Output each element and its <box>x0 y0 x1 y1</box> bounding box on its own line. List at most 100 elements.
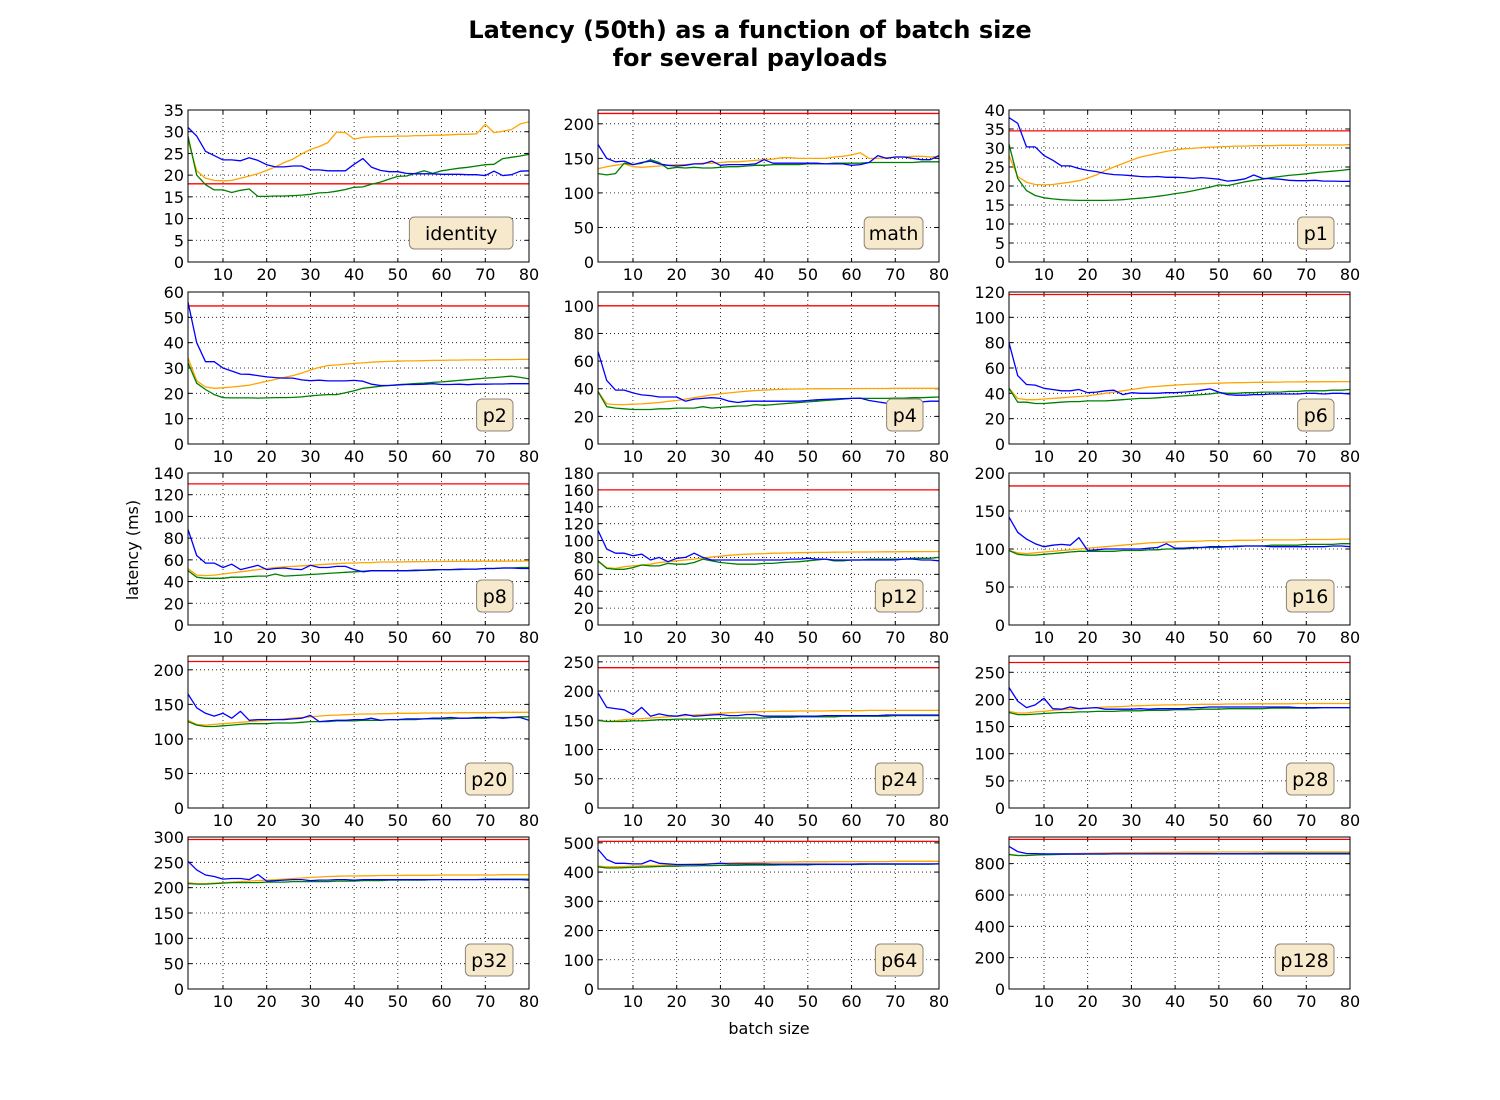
series-group-p32 <box>188 838 529 885</box>
series-line-green-p12 <box>598 556 939 570</box>
series-line-blue-p8 <box>188 529 529 573</box>
x-tick-label: 70 <box>885 447 905 466</box>
y-tick-label: 200 <box>563 922 594 941</box>
y-tick-label: 250 <box>974 663 1005 682</box>
x-tick-label: 40 <box>1165 447 1185 466</box>
x-tick-label: 20 <box>1078 447 1098 466</box>
y-tick-label: 100 <box>974 308 1005 327</box>
y-tick-label: 30 <box>164 359 184 378</box>
x-tick-label: 80 <box>519 811 539 830</box>
y-tick-label: 100 <box>563 297 594 316</box>
series-line-green-p6 <box>1009 387 1350 405</box>
y-tick-label: 0 <box>995 616 1005 635</box>
panel-label-identity: identity <box>425 223 498 245</box>
x-tick-label: 30 <box>1121 447 1141 466</box>
x-tick-label: 60 <box>1252 992 1272 1011</box>
series-line-blue-identity <box>188 126 529 177</box>
y-tick-label: 80 <box>985 334 1005 353</box>
x-tick-label: 40 <box>1165 265 1185 284</box>
y-tick-label: 25 <box>164 144 184 163</box>
y-tick-label: 10 <box>985 215 1005 234</box>
y-tick-label: 60 <box>164 551 184 570</box>
x-tick-label: 80 <box>929 447 949 466</box>
y-tick-label: 50 <box>985 772 1005 791</box>
x-tick-label: 10 <box>213 992 233 1011</box>
y-tick-label: 50 <box>574 770 594 789</box>
subplot-identity: 10 20 30 40 50 60 70 80 0 5 10 15 20 25 30 35 identity <box>164 101 540 284</box>
plot-frame-p1 <box>1008 109 1351 263</box>
x-tick-label: 30 <box>1121 992 1141 1011</box>
series-group-p28 <box>1009 661 1350 716</box>
series-line-blue-p32 <box>188 860 529 882</box>
plot-frame-p16 <box>1008 472 1351 626</box>
series-line-orange-p4 <box>598 387 939 406</box>
x-tick-label: 10 <box>1034 628 1054 647</box>
panel-label-p24: p24 <box>881 769 917 791</box>
x-tick-label: 30 <box>300 628 320 647</box>
x-tick-label: 80 <box>929 811 949 830</box>
x-tick-label: 30 <box>1121 811 1141 830</box>
panel-label-box-p2 <box>476 398 514 432</box>
y-tick-label: 0 <box>995 435 1005 454</box>
plot-frame-p32 <box>187 836 530 990</box>
x-tick-label: 50 <box>1209 992 1229 1011</box>
y-tick-label: 140 <box>153 464 184 483</box>
y-tick-label: 5 <box>995 234 1005 253</box>
y-tick-label: 50 <box>985 578 1005 597</box>
y-tick-label: 100 <box>153 929 184 948</box>
x-tick-label: 20 <box>1078 265 1098 284</box>
x-tick-label: 50 <box>388 811 408 830</box>
y-tick-label: 30 <box>985 139 1005 158</box>
x-tick-label: 20 <box>667 265 687 284</box>
x-tick-label: 70 <box>1296 447 1316 466</box>
y-tick-label: 35 <box>164 101 184 120</box>
series-line-blue-p6 <box>1009 342 1350 396</box>
y-tick-label: 0 <box>584 799 594 818</box>
panel-label-box-p64 <box>874 943 924 977</box>
y-tick-label: 100 <box>974 745 1005 764</box>
x-tick-label: 20 <box>667 628 687 647</box>
y-tick-label: 50 <box>164 955 184 974</box>
x-tick-label: 80 <box>929 265 949 284</box>
y-axis-title: latency (ms) <box>123 500 142 600</box>
series-line-blue-p12 <box>598 530 939 563</box>
subplot-p64: 10 20 30 40 50 60 70 80 0 100 200 300 400 500 p64 <box>563 834 949 1011</box>
x-tick-label: 70 <box>885 265 905 284</box>
x-tick-label: 40 <box>1165 628 1185 647</box>
y-tick-label: 80 <box>574 548 594 567</box>
series-group-p64 <box>598 840 939 869</box>
panel-label-box-math <box>863 216 924 250</box>
panel-label-p128: p128 <box>1280 950 1328 972</box>
plot-frame-p4 <box>597 291 940 445</box>
series-line-green-p24 <box>598 714 939 723</box>
x-tick-label: 60 <box>431 628 451 647</box>
y-tick-label: 180 <box>563 464 594 483</box>
x-tick-label: 80 <box>929 628 949 647</box>
x-tick-label: 60 <box>431 992 451 1011</box>
x-tick-label: 40 <box>344 811 364 830</box>
y-tick-label: 50 <box>164 308 184 327</box>
y-tick-label: 100 <box>563 532 594 551</box>
panel-label-box-p4 <box>886 398 924 432</box>
x-tick-label: 50 <box>1209 628 1229 647</box>
y-tick-label: 0 <box>584 253 594 272</box>
plot-frame-p28 <box>1008 655 1351 809</box>
subplot-p2: 10 20 30 40 50 60 70 80 0 10 20 30 40 50 60 p2 <box>164 283 540 466</box>
x-tick-label: 70 <box>475 811 495 830</box>
x-tick-label: 20 <box>667 447 687 466</box>
series-line-orange-p1 <box>1009 143 1350 186</box>
x-tick-label: 10 <box>213 628 233 647</box>
y-tick-label: 15 <box>985 196 1005 215</box>
plot-area-p8 <box>188 473 529 625</box>
y-tick-label: 200 <box>974 464 1005 483</box>
y-tick-label: 0 <box>174 799 184 818</box>
y-tick-label: 120 <box>563 515 594 534</box>
y-tick-label: 20 <box>985 410 1005 429</box>
x-tick-label: 10 <box>1034 992 1054 1011</box>
y-tick-label: 100 <box>563 951 594 970</box>
x-tick-label: 70 <box>885 992 905 1011</box>
panel-label-box-p32 <box>464 943 514 977</box>
y-tick-label: 0 <box>995 980 1005 999</box>
plot-frame-p8 <box>187 472 530 626</box>
